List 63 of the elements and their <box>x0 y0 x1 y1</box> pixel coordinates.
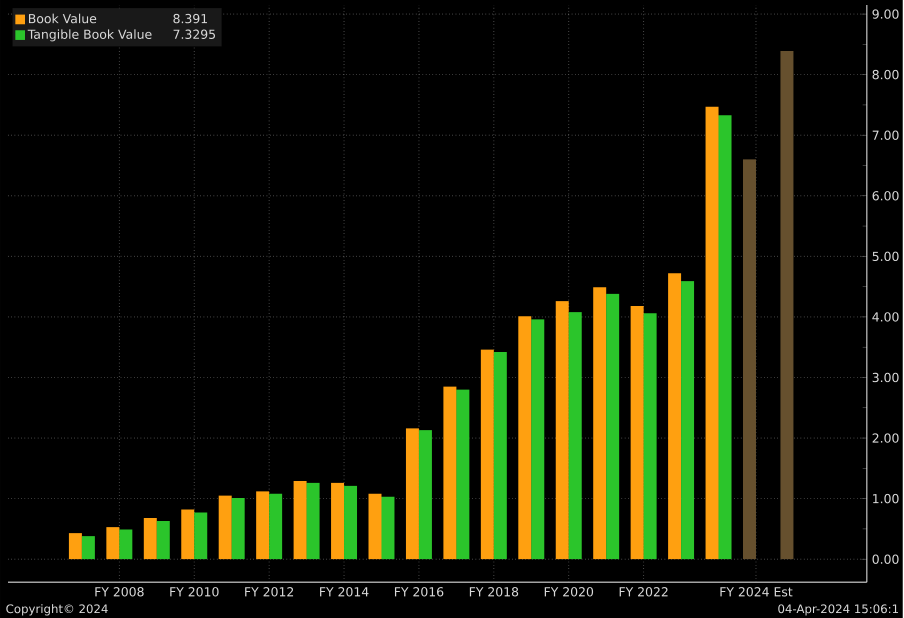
y-tick-label: 3.00 <box>872 372 899 382</box>
text: Copyright© 2024 <box>6 604 108 616</box>
bar <box>630 306 644 560</box>
text: 04-Apr-2024 15:06:1 <box>778 604 898 616</box>
y-tick-label: 6.00 <box>872 190 899 200</box>
y-tick-label: 0.00 <box>872 554 899 564</box>
bar <box>269 494 282 560</box>
bar <box>443 386 456 560</box>
bar <box>294 480 307 560</box>
x-tick-label: FY 2008 <box>95 587 144 596</box>
bar <box>218 496 232 560</box>
y-tick-label: 5.00 <box>872 252 899 261</box>
legend-label: Tangible Book Value <box>28 29 152 42</box>
bar <box>331 482 344 560</box>
y-tick-label: 7.00 <box>872 130 899 140</box>
bar <box>82 536 95 560</box>
bar <box>156 520 170 560</box>
bar <box>106 527 120 560</box>
bar <box>418 430 432 560</box>
bar <box>194 512 208 560</box>
bar <box>494 352 507 560</box>
bar <box>593 287 606 560</box>
bar <box>406 428 419 560</box>
y-tick-label: 2.00 <box>872 433 899 443</box>
bar <box>381 496 394 560</box>
bar <box>181 509 194 560</box>
bar <box>306 482 320 560</box>
annotation: 7.3295 <box>174 29 215 39</box>
bar <box>68 533 82 560</box>
y-tick-label: 1.00 <box>873 494 899 504</box>
bar <box>518 316 532 560</box>
bar <box>681 281 694 560</box>
x-tick-label: FY 2018 <box>470 587 518 596</box>
bar <box>144 518 157 560</box>
bar <box>568 312 582 560</box>
x-tick-label: FY 2024 Est <box>720 587 792 596</box>
bar <box>644 313 657 560</box>
bar <box>780 50 794 560</box>
bar <box>119 529 132 560</box>
bar <box>480 350 494 560</box>
bar <box>456 390 470 560</box>
x-tick-label: FY 2022 <box>620 587 668 596</box>
annotation: 8.391 <box>173 14 208 24</box>
x-tick-label: FY 2012 <box>245 587 294 596</box>
x-tick-label: FY 2014 <box>320 587 368 596</box>
x-tick-label: FY 2016 <box>394 587 444 596</box>
y-tick-label: 9.00 <box>872 9 899 19</box>
bar <box>368 494 382 560</box>
bar <box>344 486 358 560</box>
bar <box>556 301 569 560</box>
bar <box>743 159 756 560</box>
y-tick-label: 8.00 <box>872 70 899 80</box>
bar <box>232 498 245 560</box>
bar <box>606 294 620 560</box>
y-tick-label: 4.00 <box>872 312 899 322</box>
legend-label: Book Value <box>28 14 96 24</box>
bar <box>256 491 270 560</box>
bar <box>718 115 732 560</box>
x-tick-label: FY 2020 <box>544 587 594 596</box>
bar <box>668 273 682 560</box>
bar <box>531 319 544 560</box>
x-tick-label: FY 2010 <box>170 587 219 596</box>
bar <box>706 106 719 560</box>
